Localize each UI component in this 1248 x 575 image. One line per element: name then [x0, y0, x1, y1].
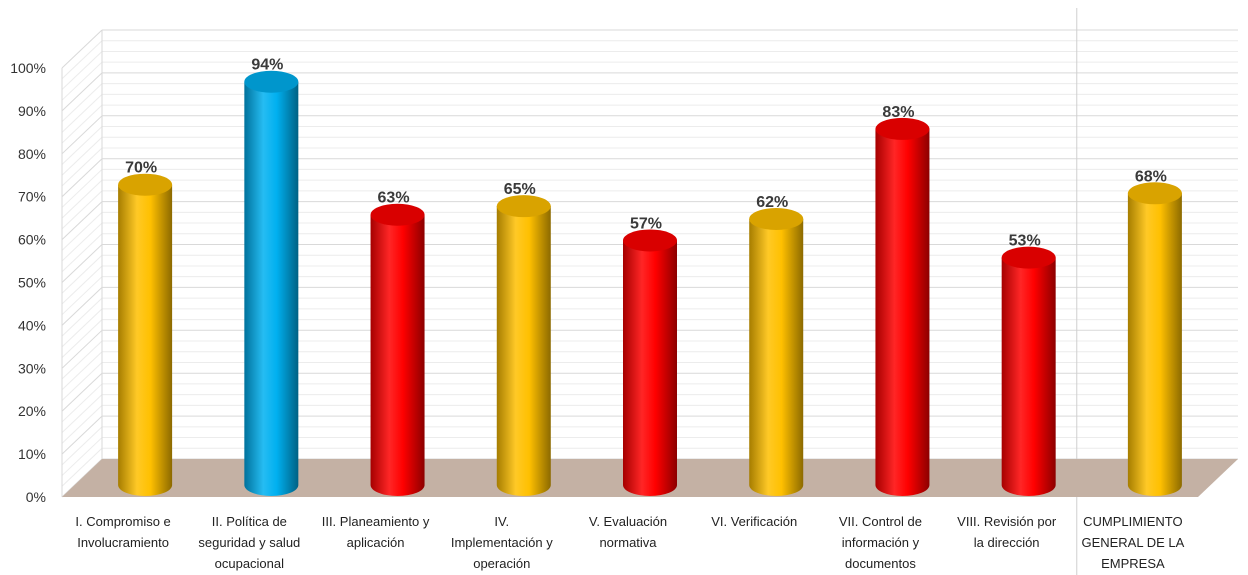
side-wall-gridline — [61, 276, 103, 316]
bar-body — [244, 81, 299, 497]
side-wall-gridline — [61, 83, 103, 122]
side-wall-gridline — [61, 437, 103, 476]
y-tick-label: 60% — [18, 232, 46, 248]
side-wall-gridline — [61, 104, 103, 144]
category-label: IV. Implementación y operación — [451, 514, 553, 571]
side-wall-gridline — [61, 244, 103, 283]
side-wall-gridline — [61, 362, 103, 401]
side-wall-gridline — [61, 222, 103, 262]
bar-top — [1001, 246, 1056, 269]
side-wall-gridline — [61, 415, 103, 455]
side-wall-gridline — [61, 158, 103, 198]
y-tick-label: 70% — [18, 189, 46, 205]
side-wall-gridline — [61, 190, 103, 230]
bar — [749, 208, 804, 497]
bar-body — [118, 184, 173, 497]
bar-body — [875, 128, 930, 497]
data-label: 68% — [1135, 168, 1167, 185]
side-wall-gridline — [61, 211, 103, 251]
bar-body — [749, 219, 804, 497]
category-label: VI. Verificación — [711, 514, 797, 529]
data-label: 70% — [125, 160, 157, 177]
category-label: VII. Control de información y documentos — [839, 514, 922, 571]
side-wall-gridline — [61, 29, 103, 69]
bar — [623, 229, 677, 496]
side-wall-gridline — [61, 394, 103, 434]
side-wall-gridline — [61, 115, 103, 155]
y-tick-label: 100% — [10, 60, 46, 76]
data-label: 94% — [251, 57, 283, 74]
data-label: 62% — [756, 194, 788, 211]
side-wall-gridline — [61, 319, 103, 358]
side-wall-gridline — [61, 40, 103, 80]
side-wall-gridline — [61, 329, 103, 369]
side-wall-gridline — [61, 405, 103, 444]
bar-top — [244, 70, 299, 93]
data-label: 57% — [630, 215, 662, 232]
side-wall-gridline — [61, 72, 103, 112]
side-wall-gridline — [61, 426, 103, 466]
bar-body — [1001, 257, 1056, 496]
bar-top — [875, 117, 930, 140]
side-wall-gridline — [61, 308, 103, 348]
bar-body — [370, 214, 425, 497]
y-tick-label: 10% — [18, 446, 46, 462]
side-wall-gridline — [61, 126, 103, 165]
y-tick-label: 50% — [18, 275, 46, 291]
bar — [244, 70, 299, 497]
category-label: I. Compromiso e Involucramiento — [75, 514, 170, 550]
data-label: 65% — [504, 181, 536, 198]
side-wall-gridline — [61, 136, 103, 176]
bar-body — [1127, 193, 1182, 497]
side-wall-gridline — [61, 201, 103, 240]
bar-top — [370, 203, 425, 226]
bar-body — [496, 206, 551, 497]
side-wall-gridline — [61, 340, 103, 380]
y-tick-label: 80% — [18, 146, 46, 162]
side-wall-gridline — [61, 383, 103, 423]
bar-top — [1127, 182, 1182, 205]
category-label: V. Evaluación normativa — [589, 514, 667, 550]
data-label: 83% — [882, 104, 914, 121]
data-label: 53% — [1009, 233, 1041, 250]
side-wall-gridline — [61, 51, 103, 90]
data-label: 63% — [378, 190, 410, 207]
y-tick-label: 30% — [18, 360, 46, 376]
bar-top — [623, 229, 677, 252]
side-wall-gridline — [61, 169, 103, 208]
side-wall-gridline — [61, 93, 103, 133]
bar-top — [749, 208, 804, 231]
side-wall-gridline — [61, 254, 103, 294]
bar-body — [623, 240, 677, 496]
side-wall-gridline — [61, 179, 103, 219]
y-tick-label: 20% — [18, 403, 46, 419]
side-wall-gridline — [61, 447, 103, 487]
category-label: CUMPLIMIENTO GENERAL DE LA EMPRESA — [1081, 514, 1184, 571]
bar — [496, 195, 551, 497]
bar-top — [496, 195, 551, 218]
side-wall-gridline — [61, 233, 103, 273]
y-tick-label: 40% — [18, 317, 46, 333]
y-tick-label: 90% — [18, 103, 46, 119]
y-tick-label: 0% — [26, 489, 46, 505]
side-wall-gridline — [61, 265, 103, 305]
side-wall-gridline — [61, 61, 103, 101]
category-label: VIII. Revisión por la dirección — [957, 514, 1057, 550]
bar — [118, 173, 173, 497]
bar — [370, 203, 425, 497]
bar-top — [118, 173, 173, 196]
bar — [1127, 182, 1182, 497]
bar — [1001, 246, 1056, 496]
category-label: II. Política de seguridad y salud ocupacio… — [198, 514, 300, 571]
side-wall-gridline — [61, 147, 103, 187]
side-wall-gridline — [61, 372, 103, 412]
side-wall-gridline — [61, 297, 103, 337]
side-wall-gridline — [61, 287, 103, 326]
bar — [875, 117, 930, 497]
category-label: III. Planeamiento y aplicación — [322, 514, 430, 550]
side-wall-gridline — [61, 351, 103, 391]
